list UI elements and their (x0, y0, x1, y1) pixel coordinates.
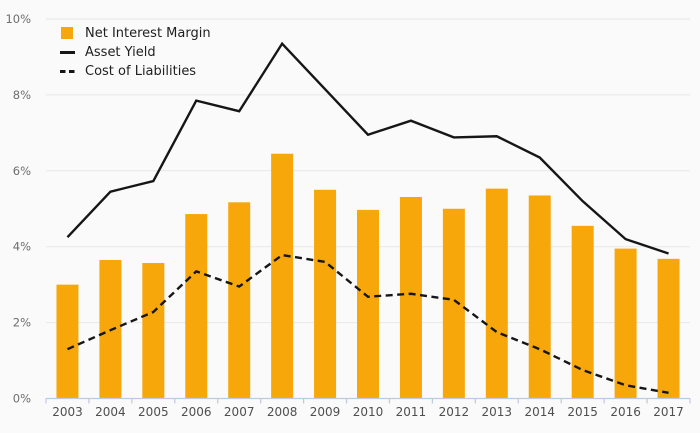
legend-symbol (57, 27, 77, 39)
legend-item-net-interest-margin[interactable]: Net Interest Margin (57, 25, 211, 41)
x-axis-label-2016: 2016 (610, 405, 641, 419)
bar-2011[interactable] (399, 196, 422, 399)
bar-2006[interactable] (185, 214, 208, 399)
x-axis-label-2006: 2006 (181, 405, 212, 419)
bar-swatch-icon (61, 27, 73, 39)
legend-label-net-interest-margin: Net Interest Margin (85, 25, 211, 41)
line-asset-yield (66, 41, 669, 255)
y-axis-label-10: 10% (5, 12, 31, 26)
x-axis-label-2013: 2013 (482, 405, 513, 419)
bar-2003[interactable] (56, 284, 79, 399)
x-axis-label-2009: 2009 (310, 405, 341, 419)
dashed-line-icon (59, 69, 75, 73)
y-axis-label-2: 2% (13, 316, 31, 330)
bar-2016[interactable] (614, 248, 637, 399)
x-axis-label-2005: 2005 (138, 405, 169, 419)
x-axis-label-2003: 2003 (52, 405, 83, 419)
y-axis-label-8: 8% (13, 88, 31, 102)
bar-2009[interactable] (314, 189, 337, 399)
y-axis-label-4: 4% (13, 240, 31, 254)
x-axis-label-2008: 2008 (267, 405, 298, 419)
bar-2005[interactable] (142, 263, 165, 399)
bar-2008[interactable] (271, 153, 294, 399)
bar-2007[interactable] (228, 202, 251, 399)
legend: Net Interest Margin Asset Yield Cost of … (57, 25, 211, 79)
legend-label-cost-of-liabilities: Cost of Liabilities (85, 63, 197, 79)
bar-2010[interactable] (357, 209, 379, 399)
legend-symbol (57, 69, 77, 73)
x-axis-label-2017: 2017 (653, 405, 684, 419)
line-cost-of-liabilities (66, 253, 669, 394)
x-axis-label-2014: 2014 (524, 405, 555, 419)
x-axis-label-2011: 2011 (396, 405, 427, 419)
bar-2015[interactable] (571, 225, 594, 399)
bar-2012[interactable] (442, 208, 465, 399)
x-axis-label-2004: 2004 (95, 405, 126, 419)
bar-2017[interactable] (657, 258, 680, 399)
x-axis-label-2012: 2012 (439, 405, 470, 419)
x-axis-label-2015: 2015 (567, 405, 598, 419)
y-axis-label-0: 0% (13, 392, 31, 406)
x-axis-label-2007: 2007 (224, 405, 255, 419)
legend-label-asset-yield: Asset Yield (85, 44, 156, 60)
legend-item-cost-of-liabilities[interactable]: Cost of Liabilities (57, 63, 211, 79)
solid-line-icon (59, 50, 75, 54)
bar-2014[interactable] (528, 195, 551, 399)
legend-item-asset-yield[interactable]: Asset Yield (57, 44, 211, 60)
x-axis-label-2010: 2010 (353, 405, 384, 419)
bar-2013[interactable] (485, 188, 508, 399)
y-axis-label-6: 6% (13, 164, 31, 178)
legend-symbol (57, 50, 77, 54)
